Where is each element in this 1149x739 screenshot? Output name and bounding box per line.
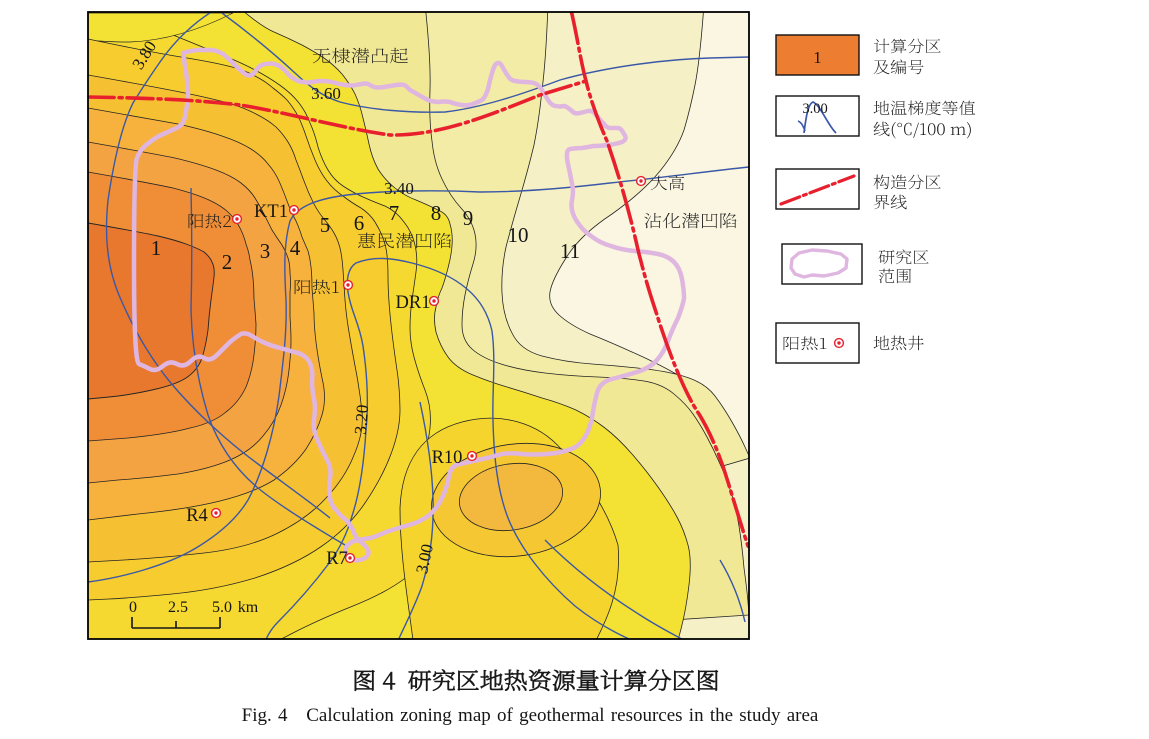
svg-text:8: 8 [431,201,442,225]
svg-text:3: 3 [260,239,271,263]
svg-text:3.00: 3.00 [802,101,827,117]
svg-text:5: 5 [320,213,331,237]
svg-text:9: 9 [463,206,474,230]
svg-text:5.0: 5.0 [212,599,232,616]
svg-text:R10: R10 [432,448,463,468]
svg-text:Fig. 4 Calculation zoning ma: Fig. 4 Calculation zoning map of geother… [242,705,819,726]
svg-text:1: 1 [151,236,162,260]
svg-text:2.5: 2.5 [168,599,188,616]
svg-text:DR1: DR1 [396,293,431,313]
svg-text:7: 7 [389,201,400,225]
svg-text:10: 10 [508,223,529,247]
svg-text:0: 0 [129,599,137,616]
svg-text:km: km [238,599,259,616]
svg-text:4: 4 [290,236,301,260]
svg-text:11: 11 [560,239,580,263]
svg-text:R4: R4 [186,506,208,526]
svg-text:R7: R7 [326,549,348,569]
svg-text:1: 1 [813,48,822,67]
svg-text:3.40: 3.40 [384,179,414,198]
svg-text:3.60: 3.60 [311,84,341,103]
svg-text:2: 2 [222,250,233,274]
svg-text:6: 6 [354,211,365,235]
svg-text:KT1: KT1 [254,202,288,222]
svg-text:3.20: 3.20 [351,404,373,435]
